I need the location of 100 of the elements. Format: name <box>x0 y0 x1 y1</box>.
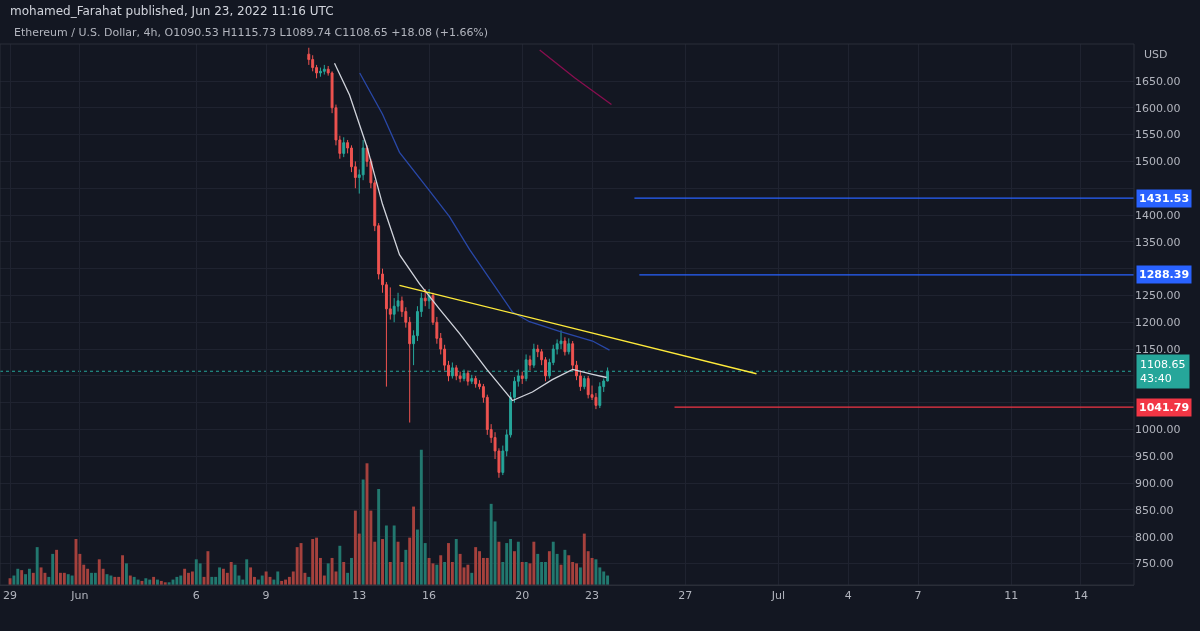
bar <box>544 562 547 585</box>
candlestick <box>528 355 532 372</box>
bar <box>90 572 93 585</box>
bar <box>578 567 582 585</box>
bar <box>338 545 342 585</box>
bar <box>513 551 516 585</box>
x-tick-label: 14 <box>1073 589 1088 603</box>
chart-title: mohamed_Farahat published, Jun 23, 2022 11:16 UTC <box>10 4 334 18</box>
bar <box>86 568 90 585</box>
bar <box>384 525 388 585</box>
bar <box>342 562 346 585</box>
y-tick-label: 1550.00 <box>1135 128 1181 142</box>
bar <box>27 568 31 585</box>
x-tick-label: 16 <box>422 589 437 603</box>
bar <box>388 562 392 585</box>
bar <box>218 567 222 585</box>
bar <box>536 553 540 585</box>
bar <box>276 571 280 585</box>
bar <box>524 562 528 585</box>
bar <box>326 563 330 585</box>
data-label: 1041.79 <box>1139 401 1190 414</box>
bar <box>233 564 237 585</box>
bar <box>458 553 462 585</box>
y-tick-label: 1200.00 <box>1135 316 1181 330</box>
bar <box>31 572 35 585</box>
bar <box>520 562 524 585</box>
data-label: 1288.39 <box>1139 268 1190 281</box>
bar <box>93 572 97 585</box>
y-tick-label: 1650.00 <box>1135 74 1181 88</box>
bar <box>551 541 555 585</box>
line-series <box>359 72 611 351</box>
candlestick <box>559 329 563 350</box>
bar <box>121 555 125 585</box>
bar <box>478 551 481 585</box>
candlestick <box>563 336 567 357</box>
bar <box>567 555 571 585</box>
candlestick <box>598 381 602 409</box>
bar <box>124 563 128 585</box>
bar <box>404 549 408 585</box>
bar <box>330 557 334 585</box>
bar <box>532 541 536 585</box>
bar <box>509 539 513 585</box>
data-label: 1431.53 <box>1139 192 1190 205</box>
bar <box>602 571 606 585</box>
bar <box>55 549 59 585</box>
bar <box>447 543 450 585</box>
bar <box>221 568 225 585</box>
x-tick-label: 23 <box>585 589 600 603</box>
y-tick-label: 1250.00 <box>1135 289 1181 303</box>
bar <box>582 533 586 585</box>
bar <box>412 506 416 585</box>
bar <box>183 568 187 585</box>
chart-subtitle: Ethereum / U.S. Dollar, 4h, O1090.53 H1115.73 L1089.74 C1108.65 +18.08 (+1.66%) <box>14 26 489 39</box>
bar <box>516 541 520 585</box>
bar <box>206 551 210 585</box>
bar <box>16 568 20 585</box>
bar <box>439 555 443 585</box>
bar <box>353 510 357 585</box>
bar <box>194 559 198 585</box>
bar <box>311 539 315 585</box>
x-tick-label: 7 <box>914 589 922 603</box>
x-tick-label: 27 <box>678 589 693 603</box>
bar <box>470 572 474 585</box>
candlestick <box>322 64 326 76</box>
y-axis-title: USD <box>1144 48 1168 61</box>
bar <box>62 572 66 585</box>
y-tick-label: 1600.00 <box>1135 101 1181 115</box>
bar <box>563 549 567 585</box>
bar <box>35 547 39 585</box>
x-tick-label: 11 <box>1004 589 1019 603</box>
line-series <box>333 62 608 402</box>
bar <box>229 562 233 585</box>
bar <box>315 537 319 585</box>
candlestick <box>520 371 524 385</box>
bar <box>435 564 439 585</box>
bar <box>547 551 551 585</box>
candlestick <box>454 364 458 381</box>
bar <box>575 563 578 585</box>
x-tick-label: Jun <box>70 589 89 603</box>
y-tick-label: 900.00 <box>1135 476 1174 490</box>
bar <box>264 571 268 585</box>
y-tick-label: 1400.00 <box>1135 208 1181 222</box>
bar <box>497 541 501 585</box>
bar <box>66 574 70 585</box>
bar <box>594 559 598 585</box>
x-tick-label: 6 <box>192 589 200 603</box>
bar <box>377 488 381 585</box>
x-tick-label: 20 <box>515 589 530 603</box>
y-tick-label: 750.00 <box>1135 557 1174 571</box>
bar <box>419 449 423 585</box>
bar <box>245 559 249 585</box>
bar <box>381 539 384 585</box>
bar <box>474 547 478 585</box>
bar <box>190 571 194 585</box>
bar <box>396 541 400 585</box>
candlestick <box>342 136 346 158</box>
candlestick <box>318 67 322 78</box>
candlestick <box>470 374 474 385</box>
candlestick <box>532 343 536 369</box>
x-tick-label: 29 <box>3 589 18 603</box>
